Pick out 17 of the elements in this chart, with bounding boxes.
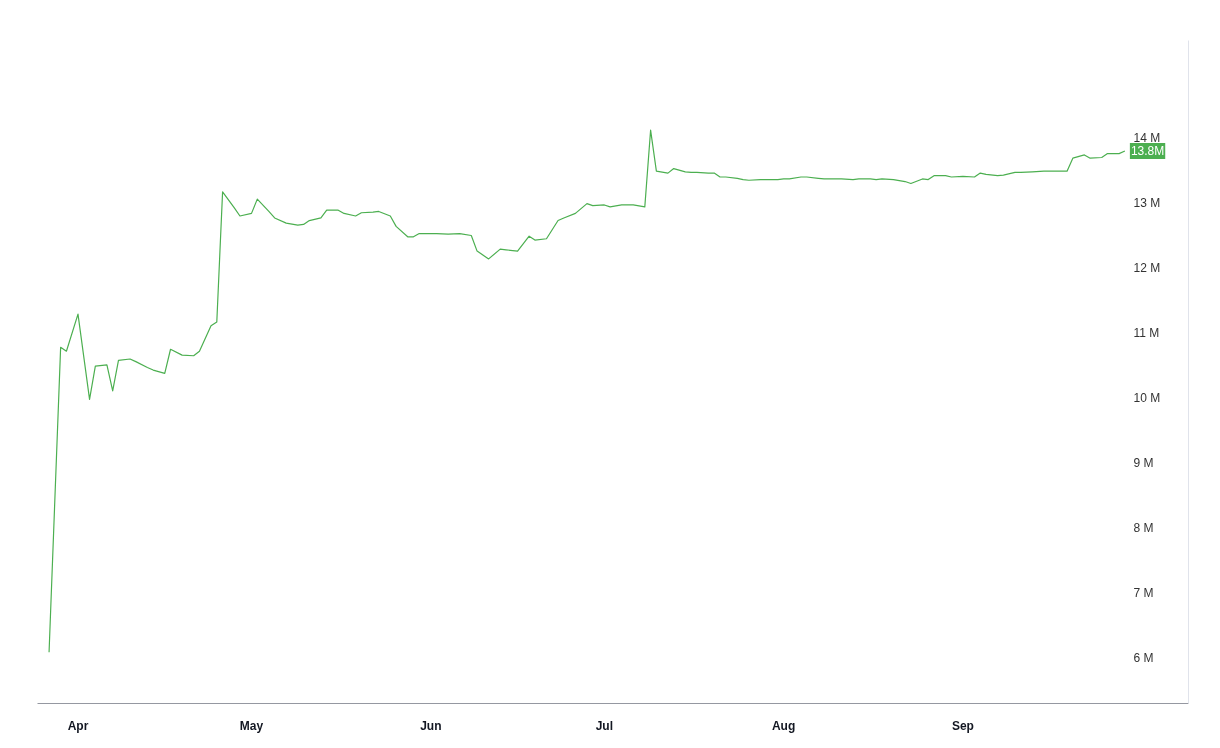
x-tick-label: Jul — [595, 718, 613, 733]
data-label: 13.8M — [1130, 144, 1165, 158]
y-tick-label: 8 M — [1133, 521, 1154, 535]
y-tick-label: 10 M — [1133, 391, 1161, 405]
y-tick-label: 12 M — [1133, 261, 1161, 275]
x-tick-label: Aug — [771, 718, 796, 733]
y-tick-label: 13 M — [1133, 196, 1161, 210]
y-tick-label: 7 M — [1133, 586, 1154, 600]
x-tick-label: Apr — [67, 718, 89, 733]
y-tick-label: 14 M — [1133, 131, 1161, 145]
x-tick-label: Sep — [951, 718, 974, 733]
x-tick-label: Jun — [420, 718, 442, 733]
line-series — [48, 129, 1126, 653]
y-tick-label: 9 M — [1133, 456, 1154, 470]
x-tick-label: May — [239, 718, 264, 733]
y-tick-label: 6 M — [1133, 651, 1154, 665]
y-tick-label: 11 M — [1133, 326, 1160, 340]
